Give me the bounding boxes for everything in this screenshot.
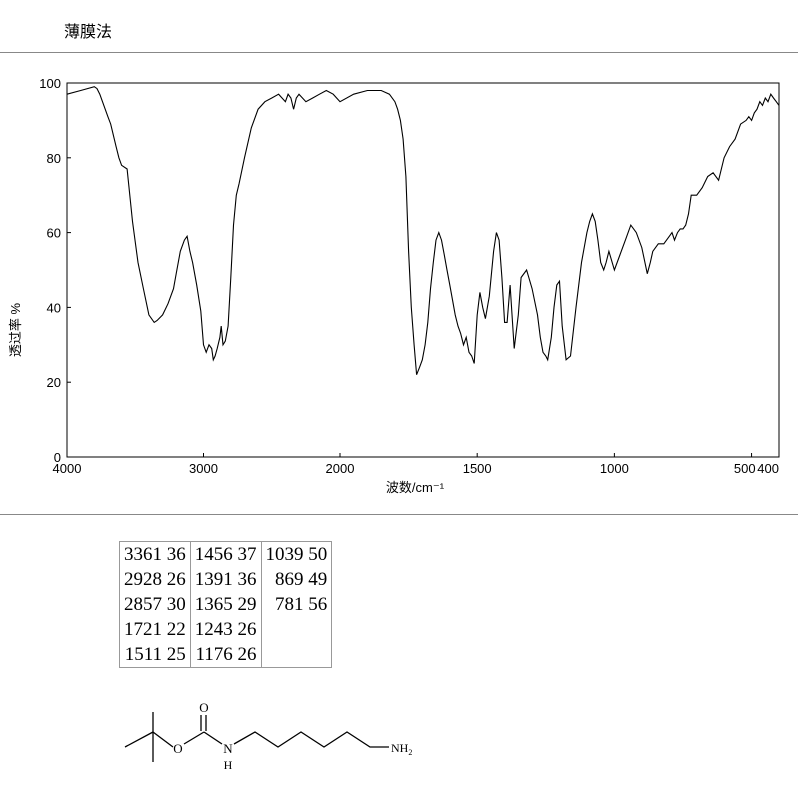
y-tick-label: 100 <box>39 76 61 91</box>
table-row: 1511 25 1176 26 <box>120 642 332 668</box>
x-tick-label: 2000 <box>326 461 355 476</box>
x-tick-label: 500 <box>734 461 756 476</box>
y-axis-title: 透过率 % <box>8 302 23 357</box>
peak-cell: 869 49 <box>260 567 332 592</box>
method-label: 薄膜法 <box>64 22 113 41</box>
bottom-divider <box>0 514 798 515</box>
x-axis-title: 波数/cm⁻¹ <box>386 480 445 495</box>
peak-cell: 1243 26 <box>189 617 261 642</box>
peak-cell: 2857 30 <box>124 593 186 615</box>
y-tick-label: 20 <box>47 375 61 390</box>
atom-n-amide: N <box>223 741 233 756</box>
peak-table: 3361 36 1456 37 1039 50 2928 26 1391 36 869 … <box>119 541 333 668</box>
x-tick-label: 3000 <box>189 461 218 476</box>
peak-cell: 3361 36 <box>124 543 186 565</box>
table-row: 3361 36 1456 37 1039 50 <box>120 541 332 567</box>
y-tick-label: 80 <box>47 151 61 166</box>
subscript-2: 2 <box>408 748 412 757</box>
table-row: 1721 22 1243 26 <box>120 617 332 642</box>
top-divider <box>0 52 798 53</box>
peak-cell: 1039 50 <box>260 541 332 567</box>
atom-o-ester: O <box>173 741 182 756</box>
table-row: 2857 30 1365 29 781 56 <box>120 592 332 617</box>
peak-cell: 1391 36 <box>189 567 261 592</box>
atom-h-amide: H <box>224 758 233 772</box>
spectrum-line <box>66 86 780 375</box>
x-axis-ticks: 4000 3000 2000 1500 1000 500 400 <box>53 453 780 476</box>
peak-cell <box>260 642 332 668</box>
bond <box>183 731 205 745</box>
y-tick-label: 40 <box>47 300 61 315</box>
y-tick-label: 0 <box>54 450 61 465</box>
atom-o-carbonyl: O <box>199 700 208 715</box>
peak-cell: 1176 26 <box>189 642 261 668</box>
x-tick-label: 4000 <box>53 461 82 476</box>
bond <box>124 731 154 748</box>
peak-cell: 1365 29 <box>189 592 261 617</box>
ir-spectrum-chart: 4000 3000 2000 1500 1000 500 400 020406080100 … <box>8 76 780 495</box>
peak-cell <box>260 617 332 642</box>
peak-cell: 1456 37 <box>189 541 261 567</box>
peak-cell: 1511 25 <box>124 643 186 665</box>
bond <box>152 731 174 748</box>
x-tick-label: 1000 <box>600 461 629 476</box>
peak-cell: 1721 22 <box>124 618 186 640</box>
x-tick-label: 1500 <box>463 461 492 476</box>
chemical-structure: O O N H NH2 <box>124 700 412 772</box>
table-row: 2928 26 1391 36 869 49 <box>120 567 332 592</box>
x-tick-label: 400 <box>757 461 779 476</box>
plot-frame <box>66 82 780 458</box>
alkyl-chain <box>233 731 389 748</box>
peak-cell: 2928 26 <box>124 568 186 590</box>
atom-nh2: NH2 <box>391 741 412 757</box>
y-tick-label: 60 <box>47 226 61 241</box>
y-axis-ticks: 0 20 40 60 80 100 <box>39 76 71 465</box>
bond <box>203 731 223 745</box>
peak-cell: 781 56 <box>260 592 332 617</box>
